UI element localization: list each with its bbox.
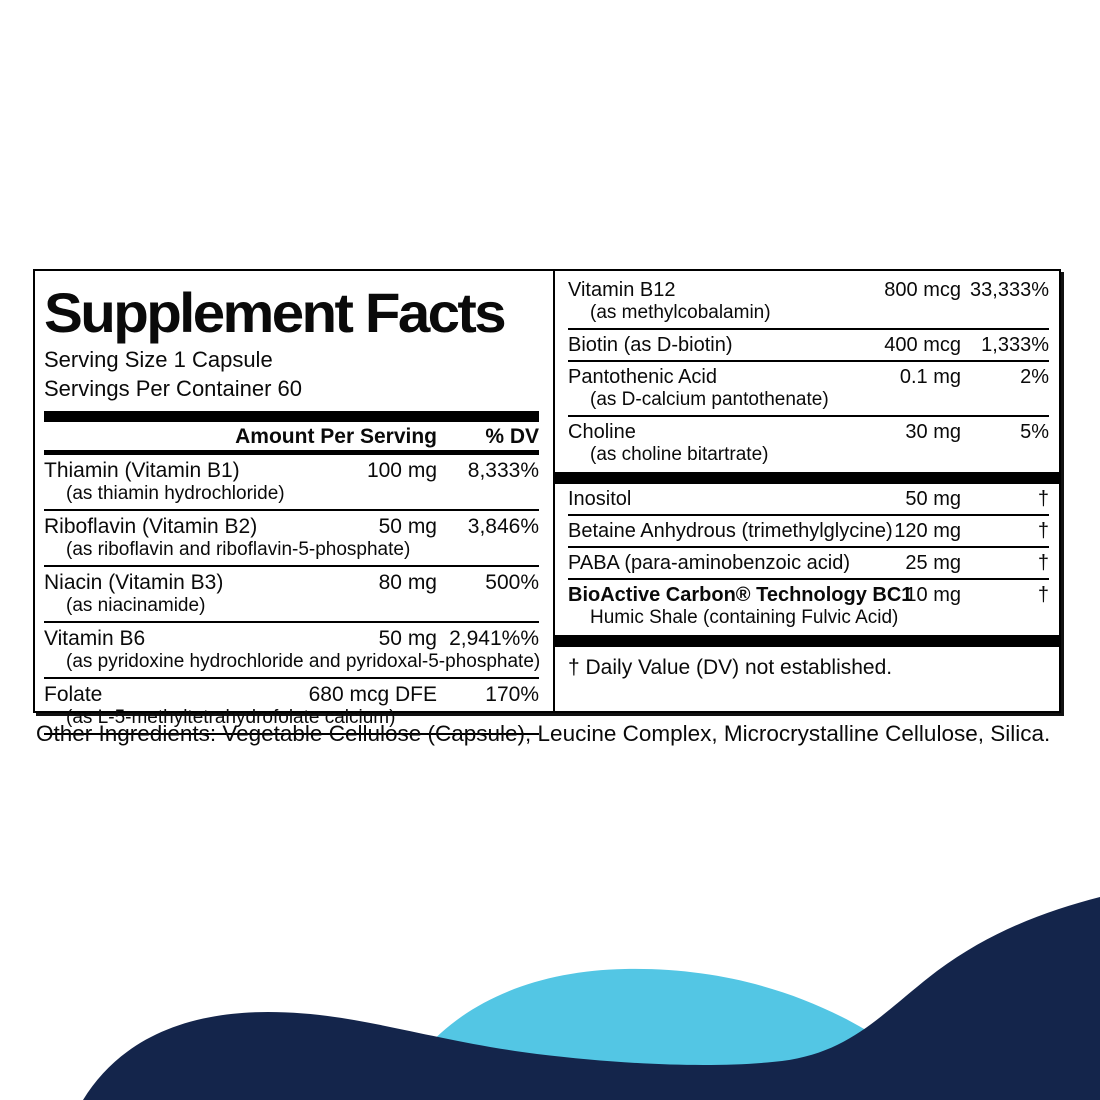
supplement-facts-panel: Supplement Facts Serving Size 1 Capsule … <box>33 269 1061 735</box>
fact-row-biotin: Biotin (as D-biotin) 400 mcg 1,333% <box>568 330 1049 362</box>
nutrient-dv: 500% <box>485 570 539 594</box>
nutrient-dv: † <box>1037 583 1049 606</box>
fact-row-vitamin-b6: Vitamin B6 50 mg 2,941%% (as pyridoxine … <box>44 623 541 679</box>
nutrient-source: (as niacinamide) <box>66 594 206 616</box>
amount-per-serving-header: Amount Per Serving <box>235 424 437 448</box>
nutrient-amount: 50 mg <box>378 514 437 538</box>
nutrient-dv: 3,846% <box>467 514 539 538</box>
nutrient-dv: † <box>1037 551 1049 574</box>
facts-left-column: Supplement Facts Serving Size 1 Capsule … <box>35 271 555 735</box>
fact-row-thiamin: Thiamin (Vitamin B1) 100 mg 8,333% (as t… <box>44 455 539 511</box>
nutrient-name: Folate <box>44 682 103 706</box>
fact-row-choline: Choline 30 mg 5% (as choline bitartrate) <box>568 417 1049 470</box>
nutrient-dv: 2% <box>1020 365 1049 388</box>
nutrient-name: Betaine Anhydrous (trimethylglycine) <box>568 519 893 542</box>
nutrient-name: Niacin (Vitamin B3) <box>44 570 224 594</box>
thick-rule <box>555 471 1059 484</box>
servings-per-container: Servings Per Container 60 <box>44 376 303 402</box>
serving-size: Serving Size 1 Capsule <box>44 347 273 372</box>
fact-row-vitamin-b12: Vitamin B12 800 mcg 33,333% (as methylco… <box>568 275 1049 330</box>
facts-right-column: Vitamin B12 800 mcg 33,333% (as methylco… <box>555 271 1059 711</box>
nutrient-dv: † <box>1037 487 1049 510</box>
thick-rule <box>44 410 539 422</box>
nutrient-source: (as D-calcium pantothenate) <box>590 388 829 410</box>
nutrient-source: (as thiamin hydrochloride) <box>66 482 285 504</box>
column-header-row: Amount Per Serving % DV <box>44 422 539 450</box>
nutrient-dv: 33,333% <box>970 279 1049 301</box>
nutrient-amount: 25 mg <box>905 551 961 574</box>
nutrient-name: Choline <box>568 420 636 443</box>
percent-dv-header: % DV <box>485 424 539 448</box>
fact-row-paba: PABA (para-aminobenzoic acid) 25 mg † <box>568 548 1049 580</box>
daily-value-footnote: † Daily Value (DV) not established. <box>568 655 893 679</box>
nutrient-name: Vitamin B6 <box>44 626 146 650</box>
nutrient-dv: 170% <box>485 682 539 706</box>
nutrient-source: (as choline bitartrate) <box>590 443 769 465</box>
fact-row-inositol: Inositol 50 mg † <box>568 484 1049 516</box>
nutrient-source: Humic Shale (containing Fulvic Acid) <box>590 606 899 628</box>
nutrient-name: Inositol <box>568 487 632 510</box>
nutrient-dv: 2,941%% <box>449 626 539 650</box>
nutrient-dv: 1,333% <box>981 333 1049 356</box>
fact-row-bioactive-carbon: BioActive Carbon® Technology BC1 10 mg †… <box>568 580 1049 633</box>
navy-wave-shape <box>83 897 1100 1100</box>
nutrient-amount: 80 mg <box>378 570 437 594</box>
nutrient-dv: 8,333% <box>467 458 539 482</box>
nutrient-source: (as pyridoxine hydrochloride and pyridox… <box>66 651 541 673</box>
medium-rule <box>44 449 539 455</box>
nutrient-dv: † <box>1037 519 1049 542</box>
panel-title: Supplement Facts <box>44 281 507 344</box>
nutrient-amount: 800 mcg <box>884 279 961 301</box>
other-ingredients-text: Other Ingredients: Vegetable Cellulose (… <box>36 721 1051 746</box>
nutrient-amount: 680 mcg DFE <box>308 682 437 706</box>
nutrient-name: Biotin (as D-biotin) <box>568 333 733 356</box>
nutrient-dv: 5% <box>1020 420 1049 443</box>
fact-row-pantothenic-acid: Pantothenic Acid 0.1 mg 2% (as D-calcium… <box>568 362 1049 417</box>
fact-row-niacin: Niacin (Vitamin B3) 80 mg 500% (as niaci… <box>44 567 539 623</box>
nutrient-amount: 120 mg <box>894 519 961 542</box>
nutrient-amount: 10 mg <box>905 583 961 606</box>
thick-rule <box>555 634 1059 647</box>
decorative-waves <box>83 897 1100 1100</box>
nutrient-name: Pantothenic Acid <box>568 365 717 388</box>
nutrient-source: (as methylcobalamin) <box>590 302 771 323</box>
nutrient-source: (as riboflavin and riboflavin-5-phosphat… <box>66 538 411 560</box>
fact-row-riboflavin: Riboflavin (Vitamin B2) 50 mg 3,846% (as… <box>44 511 539 567</box>
nutrient-amount: 30 mg <box>905 420 961 443</box>
nutrient-amount: 50 mg <box>905 487 961 510</box>
nutrient-name: BioActive Carbon® Technology BC1 <box>568 583 913 606</box>
nutrient-amount: 0.1 mg <box>899 365 961 388</box>
nutrient-name: Vitamin B12 <box>568 279 676 301</box>
nutrient-source: (as L-5-methyltetrahydrofolate calcium) <box>66 707 396 729</box>
nutrient-name: Thiamin (Vitamin B1) <box>44 458 240 482</box>
nutrient-amount: 100 mg <box>366 458 437 482</box>
nutrient-name: PABA (para-aminobenzoic acid) <box>568 551 850 574</box>
fact-row-betaine: Betaine Anhydrous (trimethylglycine) 120… <box>568 516 1049 548</box>
nutrient-amount: 400 mcg <box>884 333 961 356</box>
nutrient-name: Riboflavin (Vitamin B2) <box>44 514 258 538</box>
fact-row-folate: Folate 680 mcg DFE 170% (as L-5-methylte… <box>44 679 539 735</box>
nutrient-amount: 50 mg <box>378 626 437 650</box>
